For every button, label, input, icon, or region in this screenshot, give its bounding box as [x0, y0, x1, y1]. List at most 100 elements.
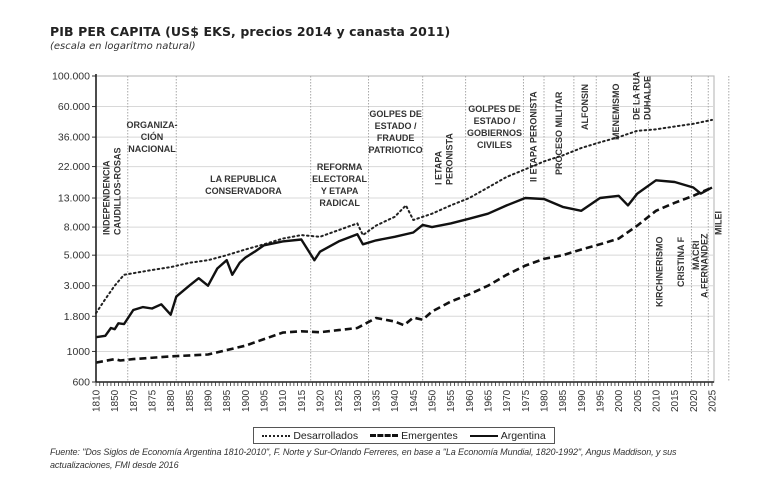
x-tick-label: 2020 [689, 389, 700, 412]
x-tick-label: 2015 [670, 389, 681, 412]
y-tick-label: 1.800 [64, 311, 90, 323]
period-label-line: DE LA RUA [632, 71, 642, 120]
axes-layer [92, 74, 714, 386]
x-tick-label: 1870 [129, 389, 140, 412]
period-label-line: ORGANIZA- [127, 120, 178, 130]
period-label-line: MILEI [714, 211, 724, 235]
chart-legend: Desarrollados Emergentes Argentina [253, 427, 555, 444]
period-label-line: RADICAL [319, 198, 360, 208]
period-label: CRISTINA F [676, 236, 686, 287]
period-label-line: PERONISTA [445, 133, 455, 185]
y-tick-label: 5.000 [64, 250, 90, 262]
x-tick-label: 1915 [297, 389, 308, 412]
x-tick-label: 1990 [577, 389, 588, 412]
period-label-line: KIRCHNERISMO [655, 236, 665, 307]
y-tick-label: 36.000 [58, 132, 90, 144]
legend-label: Emergentes [401, 429, 458, 442]
x-tick-label: 1955 [446, 389, 457, 412]
period-label-line: CIVILES [477, 140, 512, 150]
period-label-line: MACRI [691, 241, 701, 271]
chart-subtitle: (escala en logaritmo natural) [50, 41, 196, 52]
x-tick-label: 1985 [558, 389, 569, 412]
period-label-line: INDEPENDENCIA [101, 160, 111, 235]
period-label-line: A.FERNANDEZ [700, 233, 710, 298]
period-label-line: ELECTORAL [312, 174, 367, 184]
legend-label: Argentina [500, 429, 546, 442]
x-tick-label: 2010 [652, 389, 663, 412]
period-label-line: GOLPES DE [468, 104, 521, 114]
period-label: REFORMA ELECTORAL Y ETAPA RADICAL [312, 162, 367, 208]
period-label: PROCESO MILITAR [554, 91, 564, 175]
x-tick-label: 1930 [353, 389, 364, 412]
period-label: INDEPENDENCIA CAUDILLOS-ROSAS [101, 148, 122, 236]
x-tick-label: 1945 [409, 389, 420, 412]
period-label-line: PROCESO MILITAR [554, 91, 564, 175]
x-tick-label: 1905 [260, 389, 271, 412]
x-tick-label: 1810 [92, 389, 103, 412]
x-tick-label: 1935 [372, 389, 383, 412]
period-label-line: PATRIOTICO [369, 145, 423, 155]
period-lines-layer [127, 76, 730, 382]
source-note: Fuente: "Dos Siglos de Economía Argentin… [50, 447, 677, 470]
legend-item-argentina: Argentina [469, 429, 546, 442]
series-line-emergentes [95, 186, 713, 364]
x-tick-label: 1900 [241, 389, 252, 412]
period-label: I ETAPA PERONISTA [434, 133, 455, 185]
period-label-line: CONSERVADORA [205, 186, 282, 196]
period-label-line: LA REPUBLICA [210, 174, 277, 184]
chart-title: PIB PER CAPITA (US$ EKS, precios 2014 y … [50, 24, 451, 39]
legend-item-desarrollados: Desarrollados [262, 430, 358, 442]
period-label: MENEMISMO [611, 83, 621, 140]
period-label: ALFONSIN [580, 84, 590, 130]
period-label: MACRI [691, 241, 701, 271]
legend-swatch-dotted [262, 434, 291, 437]
y-tick-labels: 100.000 60.000 36.000 22.000 13.000 8.000 5.00… [52, 71, 90, 389]
period-label: GOLPES DE ESTADO / GOBIERNOS CIVILES [467, 104, 522, 150]
x-tick-label: 1910 [278, 389, 289, 412]
period-label: DE LA RUA DUHALDE [632, 71, 653, 120]
x-tick-label: 1890 [204, 389, 215, 412]
x-tick-label: 1980 [540, 389, 551, 412]
period-label: MILEI [714, 211, 724, 235]
period-label-line: ESTADO / [474, 116, 516, 126]
y-tick-label: 1000 [67, 346, 91, 358]
y-tick-label: 100.000 [52, 71, 90, 83]
y-tick-label: 8.000 [64, 222, 90, 234]
x-tick-label: 1965 [484, 389, 495, 412]
period-label: LA REPUBLICA CONSERVADORA [205, 174, 282, 196]
x-tick-label: 1970 [502, 389, 513, 412]
period-label-line: DUHALDE [643, 76, 653, 120]
period-label: KIRCHNERISMO [655, 236, 665, 307]
period-label: II ETAPA PERONISTA [529, 91, 539, 182]
x-tick-label: 2000 [614, 389, 625, 412]
x-tick-label: 1875 [148, 389, 159, 412]
x-tick-label: 1995 [596, 389, 607, 412]
y-tick-label: 3.000 [64, 280, 90, 292]
period-label-line: ESTADO / [375, 121, 417, 131]
period-label-line: NACIONAL [128, 144, 176, 154]
period-label: A.FERNANDEZ [700, 233, 710, 298]
series-line-argentina [95, 179, 713, 339]
period-label-line: CIÓN [141, 131, 164, 142]
x-tick-label: 1850 [110, 389, 121, 412]
period-label-line: CRISTINA F [676, 236, 686, 287]
x-tick-label: 1925 [334, 389, 345, 412]
legend-swatch-dashed [370, 434, 399, 437]
x-tick-label: 1975 [521, 389, 532, 412]
legend-item-emergentes: Emergentes [370, 430, 458, 442]
period-label-line: CAUDILLOS-ROSAS [112, 148, 122, 236]
x-tick-label: 1885 [185, 389, 196, 412]
x-tick-label: 2005 [633, 389, 644, 412]
x-tick-label: 2025 [708, 389, 719, 412]
period-label: GOLPES DE ESTADO / FRAUDE PATRIOTICO [369, 109, 423, 155]
y-tick-label: 600 [72, 377, 90, 389]
y-tick-label: 60.000 [58, 101, 90, 113]
x-tick-label: 1960 [465, 389, 476, 412]
period-label-line: GOBIERNOS [467, 128, 522, 138]
x-tick-label: 1880 [166, 389, 177, 412]
y-tick-label: 13.000 [58, 193, 90, 205]
period-label-line: Y ETAPA [321, 186, 359, 196]
legend-label: Desarrollados [293, 429, 359, 442]
period-label-line: REFORMA [317, 162, 363, 172]
